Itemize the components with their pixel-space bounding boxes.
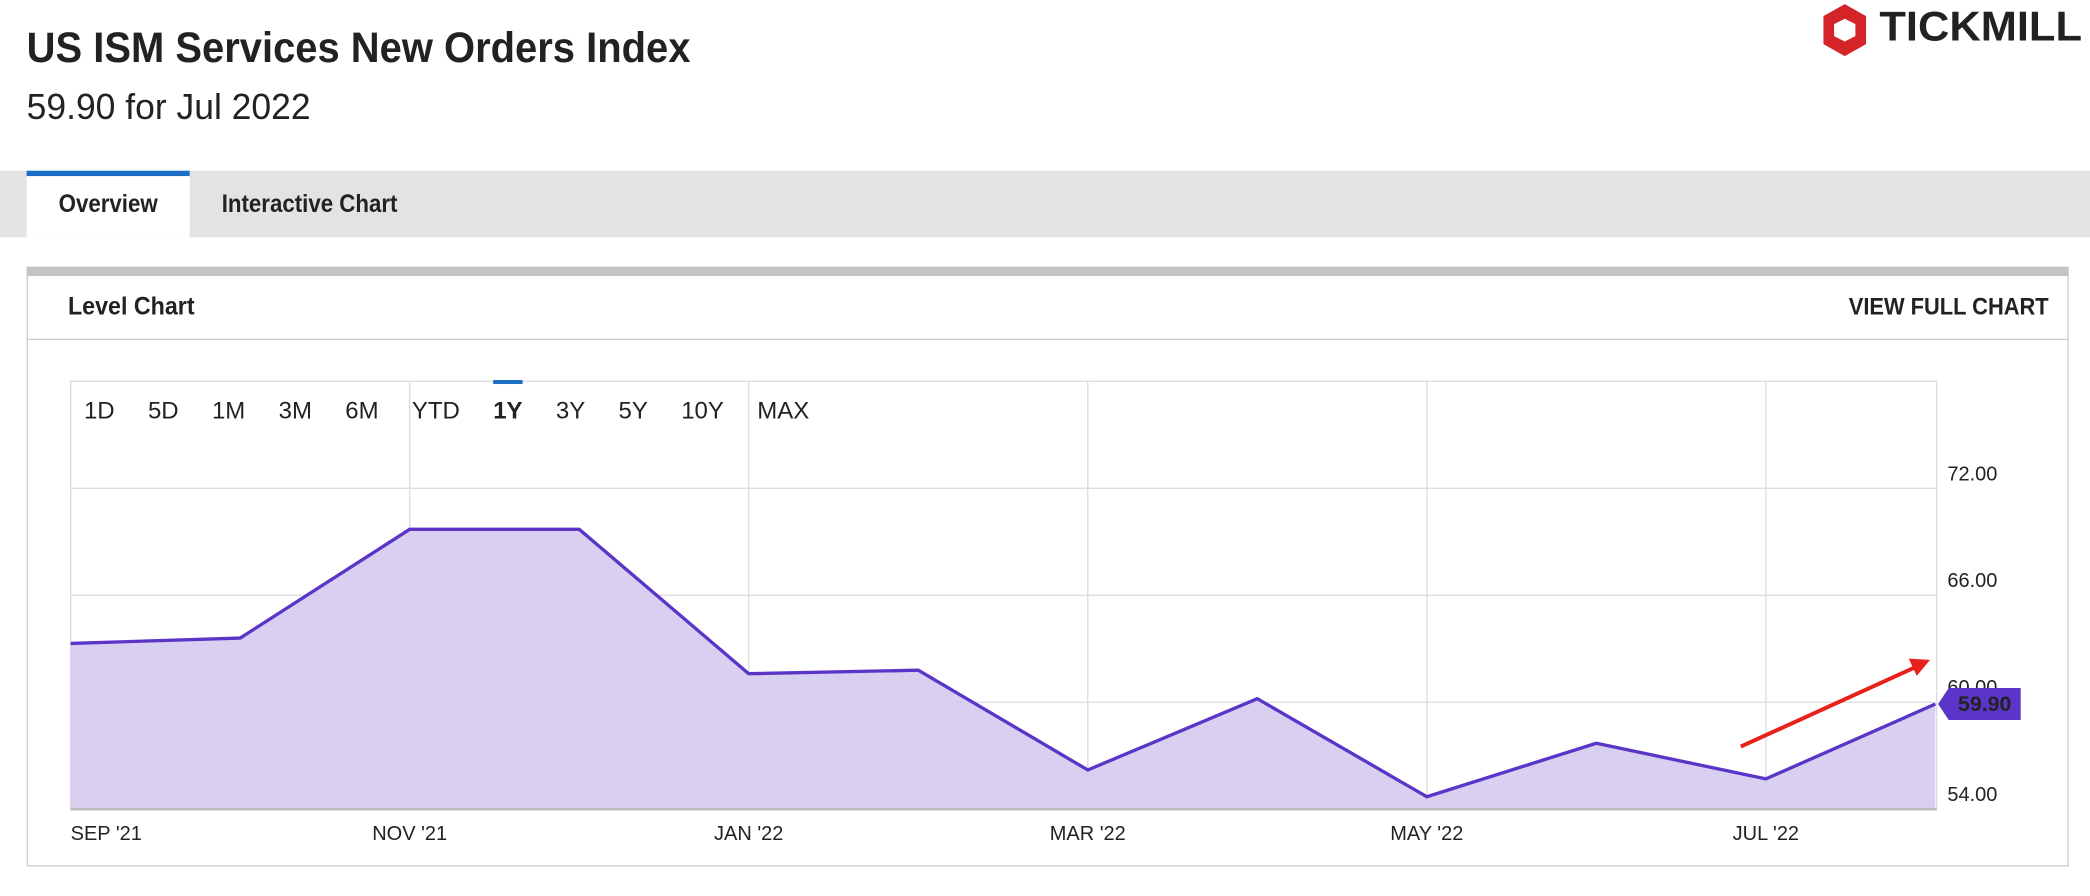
x-tick-label: JUL '22	[1733, 823, 1799, 845]
range-button[interactable]: 1Y	[493, 397, 522, 424]
area	[70, 529, 1936, 810]
y-tick-label: 66.00	[1947, 570, 1997, 592]
y-tick-label: 72.00	[1947, 463, 1997, 485]
x-tick-label: NOV '21	[372, 823, 447, 845]
logo-text: TICKMILL	[1879, 3, 2082, 49]
card-title: Level Chart	[68, 293, 195, 321]
tab[interactable]: Interactive Chart	[190, 171, 430, 238]
page-title: US ISM Services New Orders Index	[27, 24, 691, 72]
page-subtitle: 59.90 for Jul 2022	[27, 86, 311, 127]
range-button[interactable]: 6M	[345, 397, 378, 424]
range-button[interactable]: 3M	[279, 397, 312, 424]
tab[interactable]: Overview	[26, 170, 190, 238]
range-button[interactable]: 3Y	[556, 397, 585, 424]
line	[70, 527, 1937, 799]
view-full-chart[interactable]: VIEW FULL CHART	[1849, 293, 2049, 320]
range-button[interactable]: 10Y	[681, 397, 724, 424]
value-flag	[1938, 688, 2021, 721]
arrow-shaft	[1739, 664, 1918, 749]
range-button[interactable]: 1M	[212, 397, 245, 424]
range-button[interactable]: MAX	[757, 397, 809, 424]
tab-label: Overview	[59, 190, 158, 218]
range-button[interactable]: 5Y	[619, 397, 648, 424]
range-button[interactable]: 1D	[84, 397, 115, 424]
tab-indicator	[26, 170, 190, 177]
arrow-head	[1908, 658, 1931, 676]
tab-background	[26, 170, 190, 238]
x-tick-label: MAR '22	[1050, 823, 1126, 845]
range-indicator	[493, 380, 523, 385]
y-tick-label: 54.00	[1947, 784, 1997, 806]
logo-icon-inner	[1834, 18, 1856, 42]
logo[interactable]: TICKMILL	[1823, 3, 2082, 57]
range-button[interactable]: YTD	[412, 397, 460, 424]
tab-bar	[0, 170, 2090, 238]
value-label: 59.90	[1958, 692, 2011, 716]
range-button[interactable]: 5D	[148, 397, 179, 424]
card-top-border	[26, 266, 2069, 277]
tab-label: Interactive Chart	[222, 190, 398, 218]
x-tick-label: MAY '22	[1390, 823, 1463, 845]
annotation-arrow	[1739, 658, 1931, 749]
x-tick-label: SEP '21	[71, 823, 142, 845]
x-tick-label: JAN '22	[714, 823, 783, 845]
